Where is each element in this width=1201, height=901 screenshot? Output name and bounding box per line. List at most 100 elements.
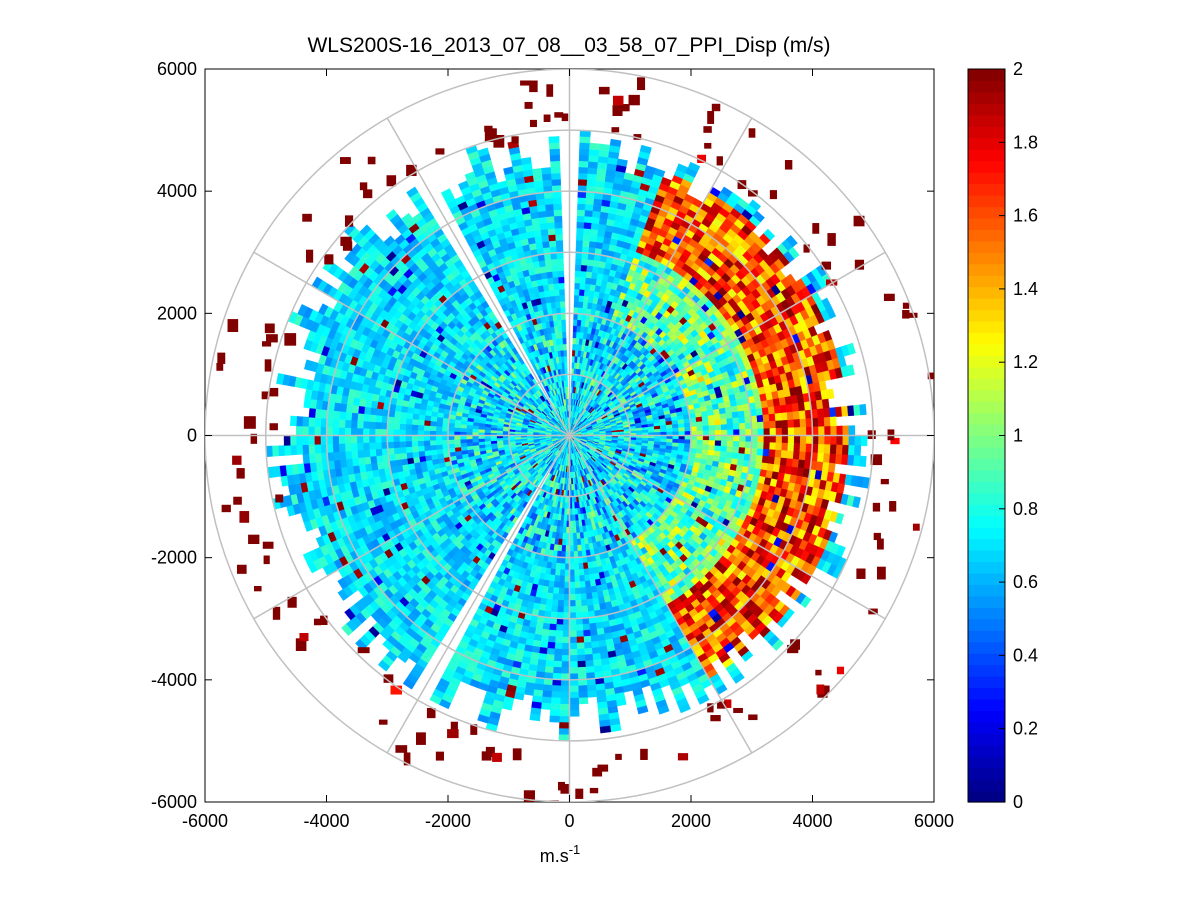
data-cell bbox=[579, 148, 590, 156]
data-cell bbox=[575, 264, 582, 272]
data-cell bbox=[829, 407, 837, 418]
data-cell bbox=[786, 450, 794, 460]
data-cell bbox=[769, 435, 777, 443]
data-cell bbox=[775, 442, 783, 451]
data-cell bbox=[678, 423, 685, 429]
data-cell bbox=[573, 313, 579, 320]
data-cell bbox=[590, 222, 600, 231]
data-cell bbox=[582, 623, 591, 631]
data-cell bbox=[687, 161, 701, 173]
data-cell bbox=[836, 435, 844, 446]
data-cell bbox=[587, 604, 595, 612]
data-cell bbox=[573, 544, 578, 552]
data-cell bbox=[787, 419, 795, 429]
data-cell bbox=[558, 728, 570, 736]
data-cell bbox=[585, 271, 593, 279]
data-cell bbox=[848, 425, 856, 436]
data-cell bbox=[579, 575, 585, 582]
data-cell bbox=[732, 423, 740, 430]
data-cell bbox=[712, 408, 721, 416]
data-cell bbox=[550, 703, 561, 711]
data-cell bbox=[757, 421, 764, 430]
data-cell bbox=[642, 429, 649, 434]
data-cell bbox=[575, 605, 583, 613]
data-cell bbox=[726, 418, 734, 425]
data-cell bbox=[576, 209, 586, 217]
data-cell bbox=[580, 593, 587, 601]
data-cell bbox=[569, 691, 579, 699]
data-cell bbox=[791, 458, 800, 469]
data-cell bbox=[576, 636, 585, 644]
data-cell bbox=[609, 138, 622, 147]
data-cell bbox=[574, 288, 580, 296]
data-cell bbox=[841, 405, 849, 417]
data-cell bbox=[757, 435, 765, 443]
data-cell bbox=[573, 294, 580, 302]
data-cell bbox=[812, 435, 819, 445]
data-cell bbox=[537, 659, 547, 667]
data-cell bbox=[797, 459, 806, 469]
data-cell bbox=[550, 697, 561, 705]
data-cell bbox=[781, 419, 789, 429]
data-cell bbox=[589, 579, 597, 587]
data-cell bbox=[702, 420, 710, 427]
data-cell bbox=[715, 435, 722, 442]
data-cell bbox=[715, 429, 722, 436]
data-cell bbox=[578, 295, 585, 303]
data-cell bbox=[572, 331, 577, 339]
data-cell bbox=[823, 416, 831, 427]
data-cell bbox=[560, 691, 570, 699]
data-cell bbox=[785, 458, 794, 468]
data-cell bbox=[718, 407, 727, 415]
data-cell bbox=[768, 449, 776, 458]
data-cell bbox=[785, 234, 798, 248]
data-cell bbox=[558, 581, 565, 589]
data-cell bbox=[569, 655, 578, 662]
data-cell bbox=[557, 593, 565, 601]
data-cell bbox=[726, 423, 734, 431]
data-cell bbox=[800, 426, 807, 436]
data-cell bbox=[577, 660, 586, 668]
data-cell bbox=[726, 446, 734, 453]
data-cell bbox=[786, 411, 794, 421]
data-cell bbox=[575, 624, 584, 632]
data-cell bbox=[854, 435, 862, 446]
data-cell bbox=[583, 574, 591, 582]
data-cell bbox=[576, 630, 584, 638]
data-cell bbox=[793, 443, 801, 452]
data-cell bbox=[745, 428, 752, 436]
data-cell bbox=[672, 427, 679, 433]
data-cell bbox=[752, 210, 765, 223]
data-cell bbox=[768, 413, 776, 422]
data-cell bbox=[639, 144, 652, 154]
data-cell bbox=[548, 629, 557, 637]
data-cell bbox=[592, 210, 602, 218]
data-cell bbox=[550, 605, 558, 613]
data-cell bbox=[553, 581, 560, 589]
data-cell bbox=[587, 173, 598, 181]
data-cell bbox=[829, 453, 837, 464]
data-cell bbox=[593, 665, 603, 673]
data-cell bbox=[549, 709, 561, 717]
data-cell bbox=[561, 538, 567, 546]
data-cell bbox=[548, 623, 557, 631]
data-cell bbox=[555, 562, 561, 570]
data-cell bbox=[571, 508, 576, 516]
data-cell bbox=[666, 428, 673, 433]
data-cell bbox=[572, 538, 578, 546]
data-cell bbox=[816, 452, 825, 463]
data-cell bbox=[569, 703, 580, 711]
data-cell bbox=[560, 673, 570, 681]
data-cell bbox=[835, 454, 843, 465]
data-cell bbox=[586, 598, 594, 606]
data-cell bbox=[561, 648, 570, 656]
data-cell bbox=[702, 425, 710, 432]
data-cell bbox=[569, 697, 580, 705]
data-cell bbox=[579, 136, 591, 144]
data-cell bbox=[727, 435, 734, 442]
data-cell bbox=[824, 426, 831, 436]
data-cell bbox=[541, 690, 552, 698]
data-cell bbox=[678, 427, 686, 432]
data-cell bbox=[545, 660, 555, 668]
